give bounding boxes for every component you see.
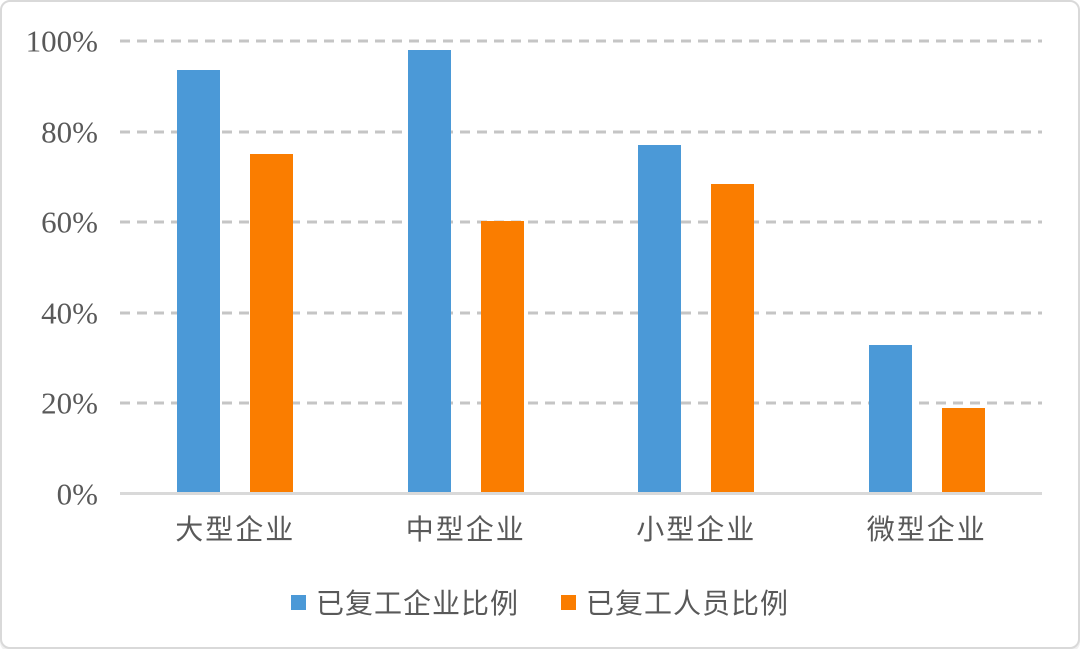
x-axis: 大型企业 中型企业 小型企业 微型企业 <box>120 508 1042 548</box>
y-axis-tick-label: 100% <box>25 23 98 59</box>
legend: 已复工企业比例 已复工人员比例 <box>2 582 1078 622</box>
bar-series2-微型企业 <box>941 407 985 494</box>
y-axis-tick-label: 80% <box>41 114 98 150</box>
x-axis-category-label: 中型企业 <box>405 513 526 546</box>
bars-layer <box>120 41 1042 494</box>
y-axis-tick-label: 60% <box>41 204 98 240</box>
x-axis-category-label: 微型企业 <box>866 513 987 546</box>
legend-label: 已复工企业比例 <box>315 587 519 620</box>
bar-series2-中型企业 <box>480 220 524 494</box>
x-axis-line <box>120 492 1042 495</box>
x-axis-category-label: 大型企业 <box>175 513 296 546</box>
y-axis-tick-label: 20% <box>41 385 98 421</box>
bar-series1-小型企业 <box>638 145 682 494</box>
y-axis: 0% 20% 40% 60% 80% 100% <box>2 26 98 510</box>
bar-group-2 <box>351 41 582 494</box>
gridline <box>120 220 1042 224</box>
gridline <box>120 39 1042 43</box>
y-axis-tick-label: 40% <box>41 295 98 331</box>
legend-item-2: 已复工人员比例 <box>561 582 789 622</box>
bar-series1-大型企业 <box>177 70 221 494</box>
gridline <box>120 401 1042 405</box>
y-axis-tick-label: 0% <box>56 476 98 512</box>
bar-series1-中型企业 <box>407 50 451 494</box>
plot-area <box>120 39 1042 495</box>
bar-group-4 <box>812 41 1043 494</box>
legend-label: 已复工人员比例 <box>586 587 790 620</box>
bar-group-3 <box>581 41 812 494</box>
legend-swatch-icon <box>561 594 576 610</box>
bar-group-1 <box>120 41 351 494</box>
legend-swatch-icon <box>290 594 306 610</box>
gridline <box>120 311 1042 315</box>
bar-series2-大型企业 <box>250 154 294 494</box>
legend-item-1: 已复工企业比例 <box>290 582 519 622</box>
gridline <box>120 130 1042 134</box>
x-axis-category-label: 小型企业 <box>636 513 757 546</box>
bar-series1-微型企业 <box>868 344 912 494</box>
bar-series2-小型企业 <box>711 183 755 494</box>
